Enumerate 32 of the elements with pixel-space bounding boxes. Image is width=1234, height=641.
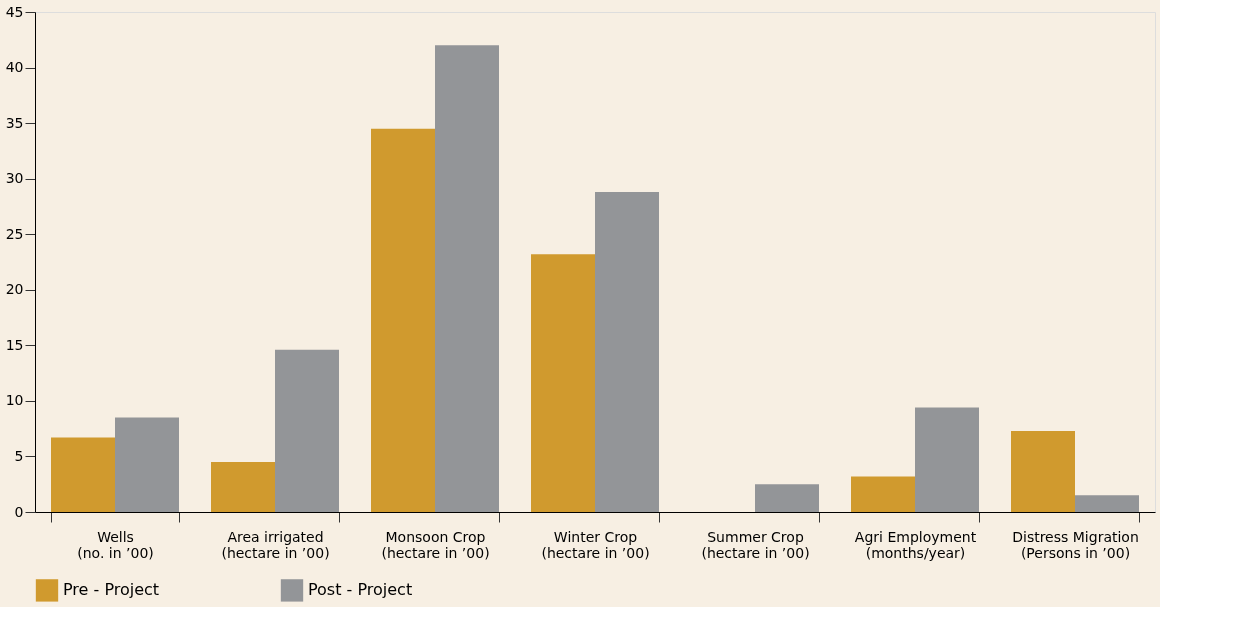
x-tick-label: Distress Migration (Persons in ’00) xyxy=(1012,528,1139,561)
bar xyxy=(755,484,819,512)
y-tick-label: 25 xyxy=(5,225,24,242)
y-tick-label: 45 xyxy=(5,3,24,20)
y-tick-label: 30 xyxy=(5,170,24,187)
bar xyxy=(595,192,659,512)
bar xyxy=(211,462,275,512)
bar xyxy=(1075,495,1139,512)
bar xyxy=(51,437,115,512)
y-tick-label: 20 xyxy=(5,281,24,298)
y-tick-label: 40 xyxy=(5,59,24,76)
bar xyxy=(531,254,595,512)
y-tick-label: 5 xyxy=(14,447,24,464)
x-tick-label: Winter Crop (hectare in ’00) xyxy=(541,528,650,561)
x-tick-label: Summer Crop (hectare in ’00) xyxy=(701,528,810,561)
x-tick-label: Wells (no. in ’00) xyxy=(77,528,154,561)
x-tick-label: Monsoon Crop (hectare in ’00) xyxy=(381,528,490,561)
y-tick-label: 10 xyxy=(5,392,24,409)
legend-label: Pre - Project xyxy=(63,580,160,600)
bar xyxy=(371,128,435,512)
x-tick-label: Agri Employment (months/year) xyxy=(854,528,977,561)
bar xyxy=(851,476,915,512)
legend-label: Post - Project xyxy=(308,580,413,600)
bar xyxy=(435,45,499,512)
bar xyxy=(915,407,979,512)
y-tick-label: 35 xyxy=(5,114,24,131)
bar xyxy=(275,349,339,512)
y-tick-label: 15 xyxy=(5,336,24,353)
x-tick-label: Area irrigated (hectare in ’00) xyxy=(221,528,330,561)
bar xyxy=(115,417,179,512)
bar xyxy=(1011,430,1075,512)
y-tick-label: 0 xyxy=(14,503,24,520)
